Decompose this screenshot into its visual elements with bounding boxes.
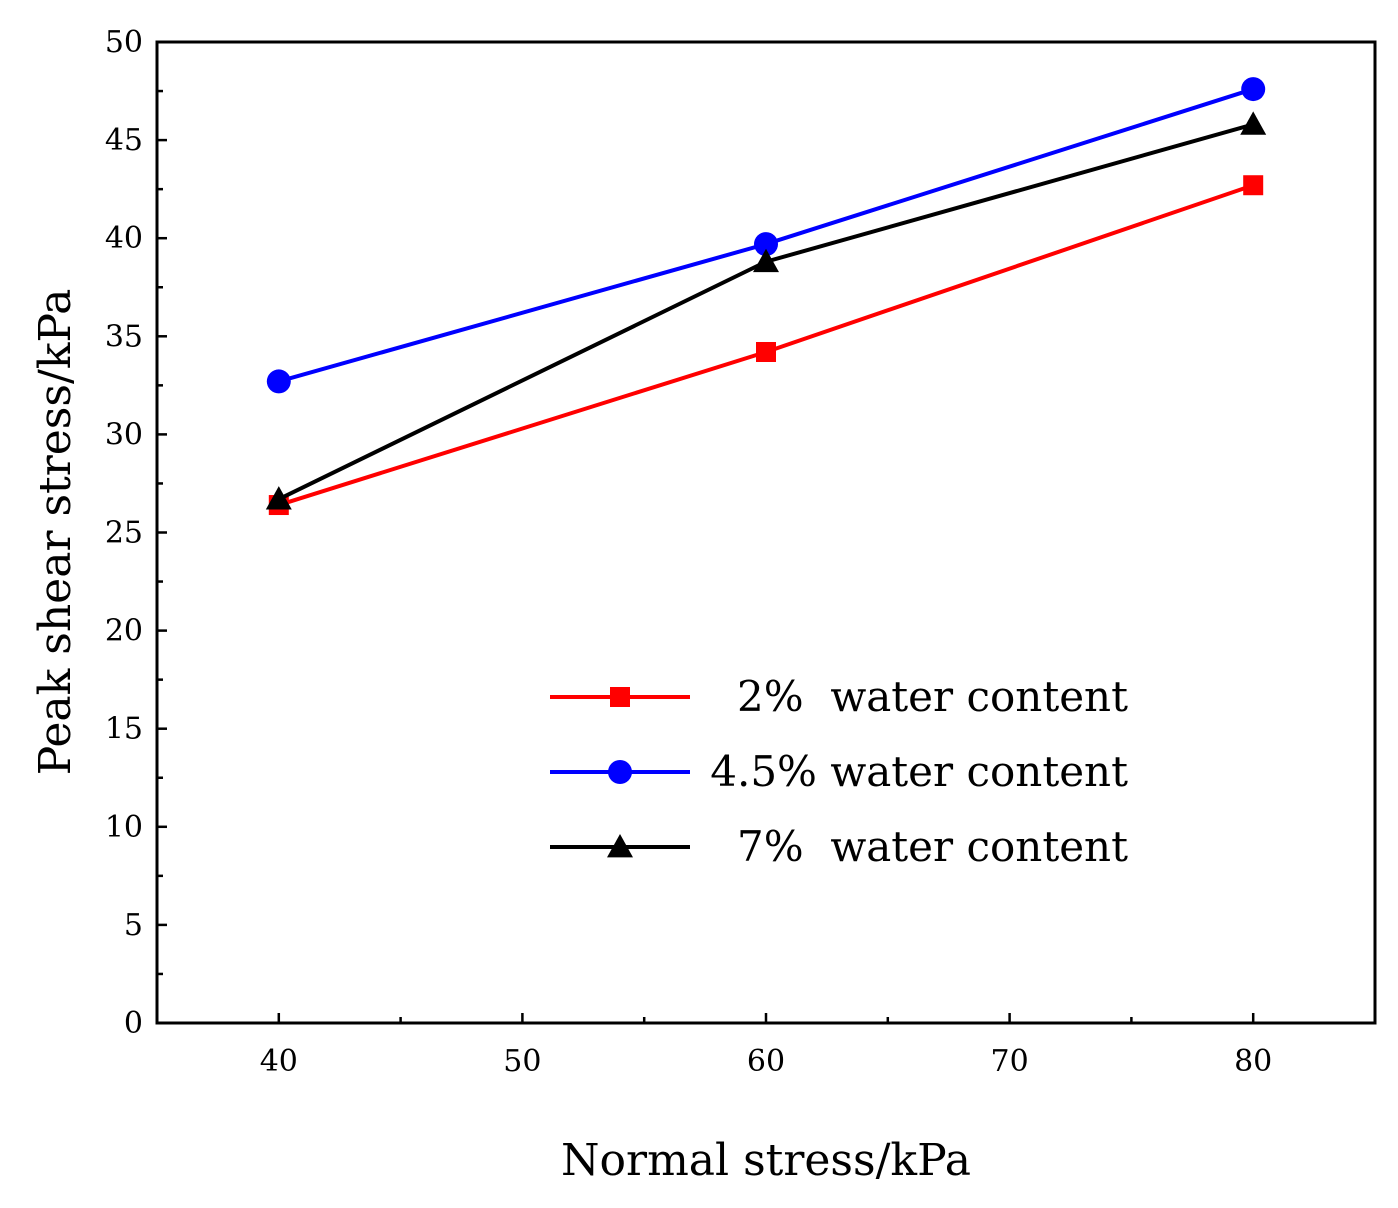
data-point [266,369,291,394]
series-layer [265,77,1267,516]
x-tick-label: 60 [747,1044,785,1079]
data-point [756,341,776,362]
series-1 [268,175,1264,516]
legend-label: 4.5% water content [710,747,1128,796]
legend-marker [610,687,630,707]
data-point [1243,175,1264,196]
legend: 2% water content 4.5% water content 7% wat… [550,672,1128,871]
data-point [754,232,778,257]
ticks-layer: 40 50 60 70 80 0 5 10 15 20 25 30 35 40 45 50 [105,25,1272,1079]
x-tick-label: 80 [1234,1044,1272,1079]
x-tick-label: 40 [260,1044,298,1079]
legend-entry: 7% water content [550,822,1128,871]
y-tick-label: 30 [105,417,143,452]
legend-entry: 2% water content [550,672,1128,721]
legend-marker [608,760,632,784]
y-tick-label: 10 [105,810,143,845]
legend-label: 7% water content [737,822,1128,871]
x-tick-label: 70 [991,1044,1029,1079]
series-2 [266,77,1266,394]
y-tick-label: 20 [105,614,143,649]
legend-entry: 4.5% water content [550,747,1128,796]
series-line [277,122,1254,501]
legend-marker [607,834,633,858]
y-tick-label: 45 [105,123,143,158]
y-tick-label: 35 [105,319,143,354]
y-tick-label: 0 [124,1006,143,1041]
data-point [265,486,292,510]
legend-label: 2% water content [737,672,1128,721]
data-point [1240,111,1267,135]
y-tick-label: 50 [105,25,143,60]
y-tick-label: 40 [105,221,143,256]
x-axis-title: Normal stress/kPa [561,1135,971,1186]
y-tick-label: 15 [105,712,143,747]
y-tick-label: 5 [124,908,143,943]
y-tick-label: 25 [105,516,143,551]
data-point [753,248,779,273]
data-point [1241,77,1266,102]
series-3 [265,111,1267,510]
plot-frame [155,40,1377,1025]
x-tick-label: 50 [503,1044,541,1079]
y-axis-title: Peak shear stress/kPa [30,289,81,776]
